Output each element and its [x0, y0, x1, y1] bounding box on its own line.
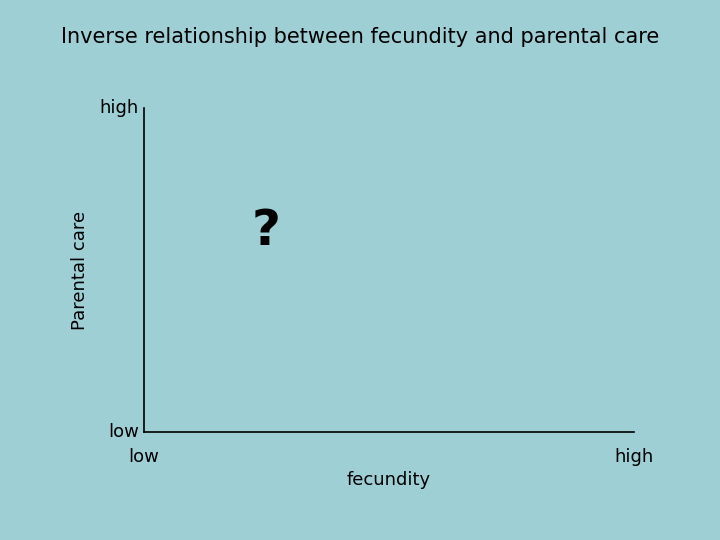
Text: low: low: [129, 448, 159, 466]
Text: low: low: [108, 423, 139, 441]
Text: Parental care: Parental care: [71, 211, 89, 329]
Text: high: high: [100, 99, 139, 117]
Text: Inverse relationship between fecundity and parental care: Inverse relationship between fecundity a…: [61, 27, 659, 47]
Text: fecundity: fecundity: [347, 471, 431, 489]
Text: ?: ?: [252, 207, 281, 255]
Text: high: high: [614, 448, 653, 466]
